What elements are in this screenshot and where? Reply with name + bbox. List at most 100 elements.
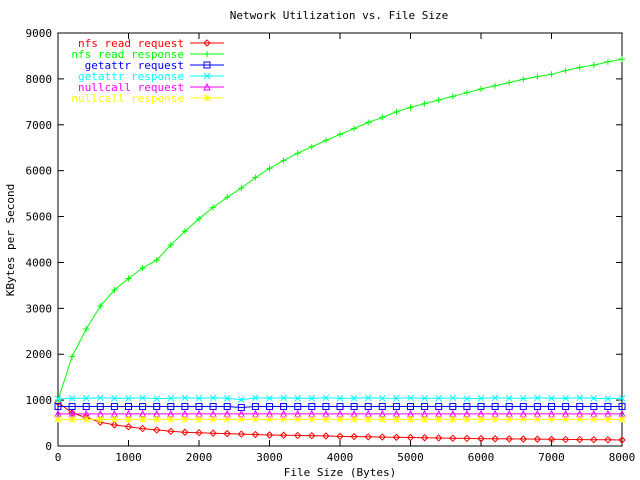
data-point [477,434,485,443]
data-point [68,416,76,423]
data-point [590,435,598,444]
data-point [294,150,301,157]
series-getattr-response [54,394,626,404]
data-point [618,403,626,411]
y-axis: 0 1000 2000 3000 4000 5000 6000 7000 8000 9000 [26,27,622,453]
data-point [209,416,217,423]
data-point [181,428,189,436]
data-point [407,104,414,111]
legend-swatch-marker [203,82,211,91]
data-point [435,96,442,103]
series-getattr-request [54,403,626,411]
data-point [69,353,76,360]
data-point [407,403,414,411]
x-tick-label: 7000 [538,451,565,464]
x-tick-label: 2000 [186,451,213,464]
data-point [322,137,329,144]
y-tick-label: 8000 [26,73,53,86]
chart-title: Network Utilization vs. File Size [230,9,449,22]
legend-item: nullcall response [71,92,224,105]
data-point [308,416,316,423]
data-point [111,394,118,402]
data-point [279,431,288,439]
data-point [336,432,344,441]
data-point [266,416,273,423]
data-point [337,131,343,138]
data-point [111,286,118,293]
legend-item: nullcall request [78,81,224,94]
data-point [181,403,189,411]
data-point [125,275,132,282]
data-point [505,416,513,423]
data-point [54,395,62,403]
series-line [57,402,623,441]
data-point [562,416,569,423]
data-point [336,416,344,423]
data-point [378,433,387,441]
y-tick-label: 6000 [26,165,53,178]
data-point [139,394,146,402]
data-point [68,403,76,411]
data-point [491,435,499,443]
data-point [407,394,414,402]
data-point [195,428,203,437]
data-point [153,257,160,264]
data-point [209,394,217,402]
data-point [590,403,598,411]
legend-label: getattr request [85,59,184,72]
data-point [491,403,499,411]
data-point [434,434,443,442]
data-point [618,436,626,444]
data-point [195,416,203,423]
data-point [266,403,273,411]
data-point [181,416,189,423]
x-tick-label: 1000 [115,451,142,464]
data-point [406,433,415,442]
data-point [223,403,231,411]
data-point [336,394,344,402]
data-point [590,394,598,402]
data-point [533,403,541,411]
data-point [491,416,499,423]
x-tick-label: 4000 [327,451,354,464]
legend-label: nullcall response [71,92,184,105]
data-point [463,403,471,411]
data-point [364,394,372,402]
data-point [604,403,612,411]
data-point [618,394,626,402]
y-tick-label: 1000 [26,394,53,407]
data-point [139,403,147,411]
y-tick-label: 7000 [26,119,53,132]
data-point [547,435,556,444]
data-point [463,395,471,403]
data-point [196,215,202,222]
data-point [110,403,118,411]
data-point [421,394,428,402]
data-point [252,416,259,423]
data-point [124,423,133,431]
data-point [477,394,485,402]
data-point [138,424,147,433]
data-point [308,431,316,440]
data-point [505,435,513,443]
data-point [421,100,428,107]
data-point [449,93,456,100]
data-point [83,325,90,332]
data-point [618,416,626,423]
data-point [534,394,541,402]
data-point [110,421,119,429]
data-point [68,394,76,402]
data-point [294,416,302,423]
data-point [209,429,217,437]
data-point [167,416,175,423]
data-point [82,416,90,423]
data-point [449,416,457,423]
data-point [477,416,485,423]
y-axis-label: KBytes per Second [4,184,17,297]
data-point [378,403,386,411]
data-point [294,403,302,411]
legend-label: nullcall request [78,81,184,94]
data-point [237,396,245,404]
data-point [463,416,471,423]
